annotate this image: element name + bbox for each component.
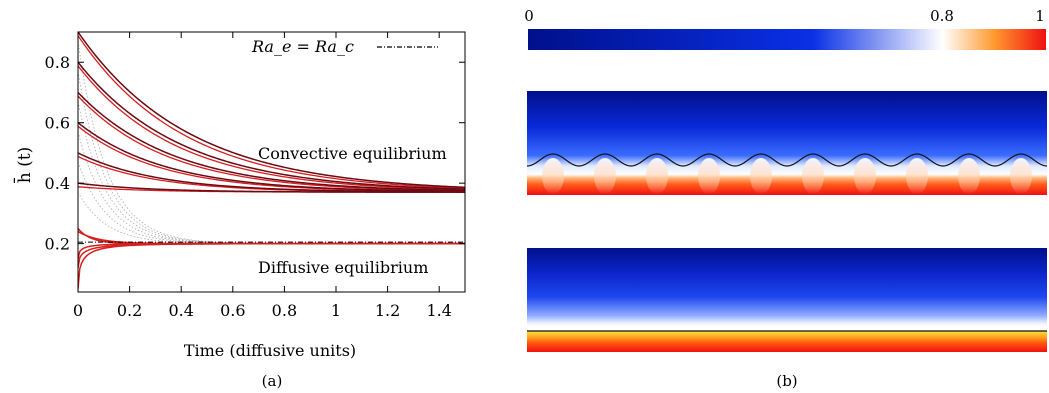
y-axis: 0.2 0.4 0.6 0.8 bbox=[45, 53, 465, 254]
x-tick-label: 1.2 bbox=[375, 301, 400, 320]
x-tick-label: 0.8 bbox=[272, 301, 297, 320]
plume bbox=[542, 158, 564, 194]
convective-curve bbox=[78, 122, 465, 193]
plume bbox=[906, 158, 928, 194]
x-tick-label: 0.4 bbox=[168, 301, 193, 320]
x-tick-label: 1 bbox=[331, 301, 341, 320]
diffusive-curve bbox=[78, 228, 465, 245]
colorbar-min-label: 0 bbox=[524, 7, 534, 25]
colorbar-mid-label: 0.8 bbox=[930, 7, 954, 25]
convective-curve bbox=[78, 182, 465, 193]
convective-curve bbox=[78, 91, 465, 192]
colorbar-max-label: 1 bbox=[1035, 7, 1045, 25]
x-tick-label: 1.4 bbox=[426, 301, 451, 320]
x-axis: 0 0.2 0.4 0.6 0.8 1 1.2 1.4 bbox=[73, 32, 452, 320]
diffusive-field-lower-layer bbox=[527, 331, 1047, 352]
plume bbox=[1010, 158, 1032, 194]
colorbar bbox=[528, 29, 1046, 50]
diffusive-field bbox=[527, 248, 1047, 352]
plume bbox=[594, 158, 616, 194]
diffusive-curve bbox=[78, 242, 465, 290]
curves-layer bbox=[78, 32, 465, 290]
dotted-curve bbox=[78, 131, 337, 245]
dotted-curve bbox=[78, 192, 336, 245]
y-axis-label: h̄ (t) bbox=[12, 147, 35, 183]
convective-curve-red bbox=[78, 35, 465, 189]
dotted-curve bbox=[78, 161, 336, 245]
y-tick-label: 0.8 bbox=[45, 53, 70, 72]
y-tick-label: 0.4 bbox=[45, 174, 70, 193]
plume bbox=[750, 158, 772, 194]
convective-curve bbox=[78, 32, 465, 189]
panel-a-label: (a) bbox=[262, 372, 283, 390]
convective-curve-red bbox=[78, 65, 465, 191]
x-tick-label: 0 bbox=[73, 301, 83, 320]
x-tick-label: 0.6 bbox=[220, 301, 245, 320]
y-tick-label: 0.6 bbox=[45, 114, 70, 133]
plume bbox=[646, 158, 668, 194]
x-tick-label: 0.2 bbox=[117, 301, 142, 320]
x-axis-label: Time (diffusive units) bbox=[184, 341, 356, 360]
convective-interface bbox=[526, 153, 1048, 167]
y-tick-label: 0.2 bbox=[45, 235, 70, 254]
legend-label: Ra_e = Ra_c bbox=[251, 37, 354, 56]
plume bbox=[958, 158, 980, 194]
diffusive-field-background bbox=[527, 248, 1047, 330]
plume bbox=[698, 158, 720, 194]
panel-b-label: (b) bbox=[776, 372, 797, 390]
annotation-diffusive: Diffusive equilibrium bbox=[258, 258, 428, 277]
plot-frame bbox=[77, 31, 466, 293]
plume bbox=[802, 158, 824, 194]
annotation-convective: Convective equilibrium bbox=[258, 144, 447, 163]
convective-curve bbox=[78, 61, 465, 190]
convective-field bbox=[526, 91, 1048, 195]
plume bbox=[854, 158, 876, 194]
convective-plumes bbox=[542, 158, 1032, 194]
